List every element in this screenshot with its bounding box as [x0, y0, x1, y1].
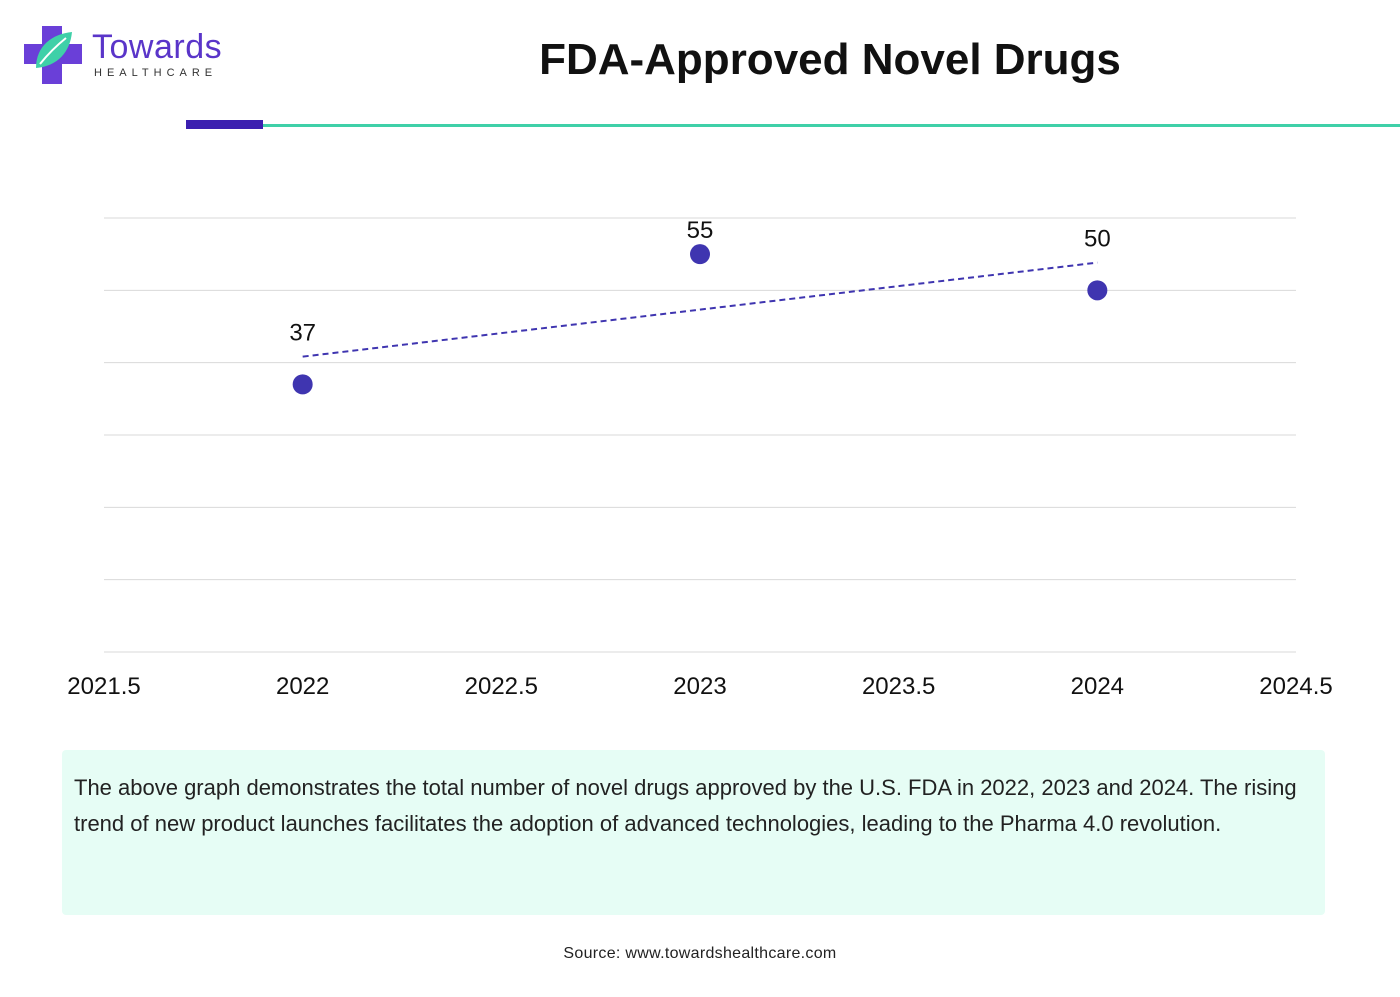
x-axis-ticks: 2021.5 2022 2022.5 2023 2023.5 2024 2024.5	[67, 673, 1332, 700]
description-text: The above graph demonstrates the total n…	[74, 775, 1297, 836]
brand-subtitle: HEALTHCARE	[94, 67, 218, 79]
header-divider	[186, 124, 1400, 127]
description-box: The above graph demonstrates the total n…	[62, 750, 1325, 915]
data-label: 55	[687, 217, 714, 244]
trendline-layer	[302, 261, 1098, 358]
source-credit: Source: www.towardshealthcare.com	[563, 945, 837, 962]
x-tick-label: 2024	[1071, 673, 1124, 700]
data-label: 50	[1084, 226, 1111, 253]
trendline	[302, 261, 1098, 358]
x-tick-label: 2021.5	[67, 673, 140, 700]
data-point	[1087, 280, 1108, 301]
x-tick-label: 2023	[673, 673, 726, 700]
data-point	[292, 374, 313, 395]
data-label: 37	[289, 320, 316, 347]
data-labels: 37 55 50	[289, 217, 1110, 346]
x-tick-label: 2022.5	[465, 673, 538, 700]
x-tick-label: 2024.5	[1259, 673, 1332, 700]
header-divider-accent	[186, 120, 263, 129]
gridlines	[104, 217, 1296, 653]
x-tick-label: 2023.5	[862, 673, 935, 700]
health-cross-icon	[24, 26, 82, 84]
x-tick-label: 2022	[276, 673, 329, 700]
data-points	[292, 244, 1108, 395]
brand-name: Towards	[92, 28, 223, 66]
brand-logo: Towards HEALTHCARE	[22, 24, 242, 86]
page-title: FDA-Approved Novel Drugs	[539, 35, 1121, 84]
data-point	[690, 244, 710, 265]
